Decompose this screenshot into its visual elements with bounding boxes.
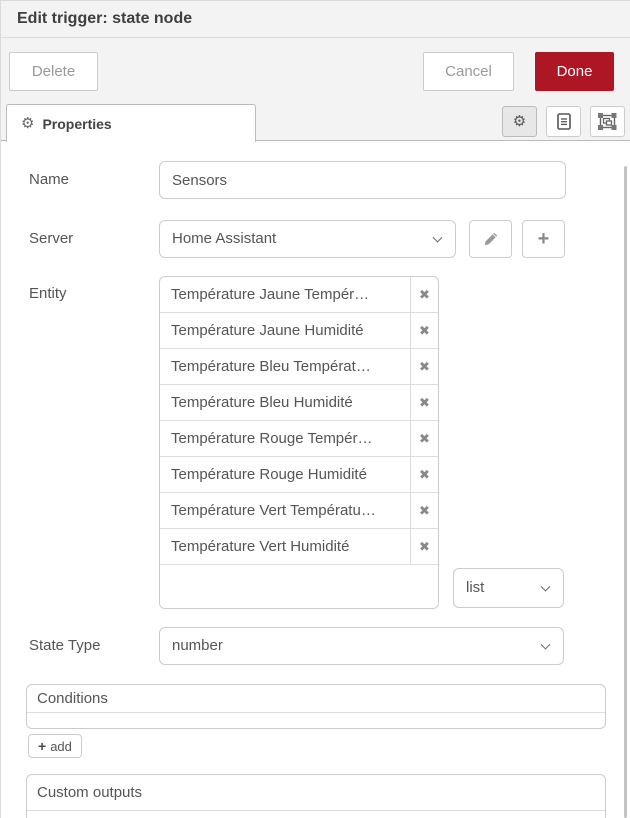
chevron-down-icon xyxy=(432,232,443,243)
entity-item-remove-button[interactable]: ✖ xyxy=(410,349,438,384)
entity-item-row: Température Jaune Tempér… ✖ xyxy=(160,277,438,313)
entity-item-remove-button[interactable]: ✖ xyxy=(410,421,438,456)
description-tool-button[interactable] xyxy=(546,106,581,137)
delete-button[interactable]: Delete xyxy=(9,52,98,91)
dialog-title: Edit trigger: state node xyxy=(17,10,193,27)
dialog-titlebar: Edit trigger: state node xyxy=(1,1,630,38)
entity-item-label: Température Rouge Humidité xyxy=(171,466,367,483)
custom-outputs-section: Custom outputs xyxy=(26,774,606,818)
entity-list-items: Température Jaune Tempér… ✖ Température Ja… xyxy=(160,277,438,565)
entity-mode-select[interactable]: list xyxy=(453,568,564,608)
entity-item-remove-button[interactable]: ✖ xyxy=(410,493,438,528)
properties-form: Name Server Home Assistant + Entity Temp… xyxy=(1,141,630,818)
add-server-button[interactable]: + xyxy=(522,220,565,258)
entity-item-label: Température Jaune Tempér… xyxy=(171,286,370,303)
state-type-select[interactable]: number xyxy=(159,627,564,665)
entity-item-label: Température Vert Températu… xyxy=(171,502,376,519)
tab-properties-label: Properties xyxy=(42,115,112,132)
editor-tabbar: ⚙ Properties ⚙ xyxy=(1,101,630,142)
server-select-value: Home Assistant xyxy=(172,230,277,247)
vertical-scrollbar[interactable] xyxy=(624,166,627,818)
plus-icon: + xyxy=(38,738,47,754)
server-label: Server xyxy=(29,230,74,247)
conditions-header: Conditions xyxy=(27,685,605,713)
name-label: Name xyxy=(29,171,70,188)
entity-item-label: Température Rouge Tempér… xyxy=(171,430,373,447)
appearance-tool-button[interactable] xyxy=(590,106,625,137)
state-type-value: number xyxy=(172,637,223,654)
entity-item-row: Température Rouge Humidité ✖ xyxy=(160,457,438,493)
tab-properties[interactable]: ⚙ Properties xyxy=(6,104,256,142)
properties-tool-button[interactable]: ⚙ xyxy=(502,106,537,137)
edit-server-button[interactable] xyxy=(469,220,512,258)
conditions-section: Conditions xyxy=(26,684,606,729)
entity-item-remove-button[interactable]: ✖ xyxy=(410,313,438,348)
done-button[interactable]: Done xyxy=(535,52,614,91)
add-condition-label: add xyxy=(50,738,72,754)
entity-item-label: Température Vert Humidité xyxy=(171,538,350,555)
cancel-button[interactable]: Cancel xyxy=(423,52,514,91)
server-select[interactable]: Home Assistant xyxy=(159,220,456,258)
state-type-label: State Type xyxy=(29,637,101,654)
object-group-icon xyxy=(598,113,617,130)
dialog-button-row: Delete Cancel Done xyxy=(1,38,630,101)
entity-item-remove-button[interactable]: ✖ xyxy=(410,457,438,492)
entity-item-remove-button[interactable]: ✖ xyxy=(410,277,438,312)
entity-item-label: Température Bleu Températ… xyxy=(171,358,371,375)
gear-icon: ⚙ xyxy=(21,115,35,132)
entity-item-row: Température Bleu Températ… ✖ xyxy=(160,349,438,385)
gear-icon: ⚙ xyxy=(512,113,527,130)
entity-list: Température Jaune Tempér… ✖ Température Ja… xyxy=(159,276,439,609)
entity-label: Entity xyxy=(29,285,67,302)
entity-item-row: Température Vert Températu… ✖ xyxy=(160,493,438,529)
entity-item-label: Température Jaune Humidité xyxy=(171,322,364,339)
document-icon xyxy=(556,113,571,130)
name-input[interactable] xyxy=(159,161,566,199)
pencil-icon xyxy=(484,232,498,246)
chevron-down-icon xyxy=(540,639,551,650)
entity-item-row: Température Bleu Humidité ✖ xyxy=(160,385,438,421)
entity-item-remove-button[interactable]: ✖ xyxy=(410,385,438,420)
entity-item-remove-button[interactable]: ✖ xyxy=(410,529,438,564)
conditions-empty-list xyxy=(27,713,605,727)
tab-tools: ⚙ xyxy=(502,106,625,137)
chevron-down-icon xyxy=(540,581,551,592)
entity-item-row: Température Jaune Humidité ✖ xyxy=(160,313,438,349)
entity-item-row: Température Vert Humidité ✖ xyxy=(160,529,438,565)
entity-item-row: Température Rouge Tempér… ✖ xyxy=(160,421,438,457)
entity-item-label: Température Bleu Humidité xyxy=(171,394,353,411)
entity-mode-value: list xyxy=(466,579,485,596)
entity-new-item-input[interactable] xyxy=(160,565,438,608)
custom-outputs-header: Custom outputs xyxy=(27,775,605,811)
add-condition-button[interactable]: + add xyxy=(28,734,82,758)
plus-icon: + xyxy=(537,227,550,250)
dialog-chrome: Edit trigger: state node Delete Cancel D… xyxy=(1,1,630,142)
